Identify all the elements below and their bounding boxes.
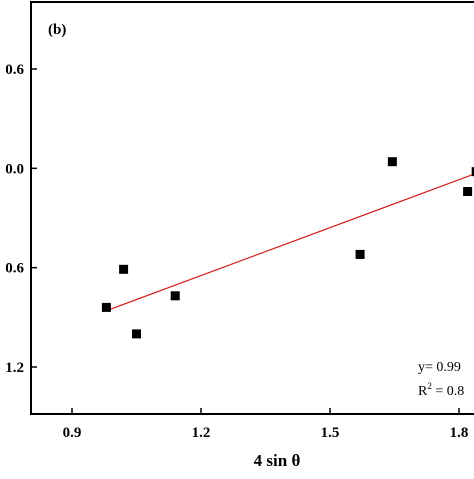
y-tick-label: 0.6 xyxy=(5,62,24,78)
data-point xyxy=(471,167,474,177)
y-tick-label: 0.6 xyxy=(5,261,24,277)
data-point xyxy=(132,329,141,339)
data-points xyxy=(101,157,474,339)
x-axis-title: 4 sin θ xyxy=(254,451,301,470)
data-point xyxy=(170,291,180,301)
data-point xyxy=(387,157,397,167)
x-tick-label: 1.5 xyxy=(321,425,340,441)
r-squared: R2 = 0.8 xyxy=(418,381,464,399)
r-squared-value: = 0.8 xyxy=(432,384,464,399)
fit-equation: y= 0.99 xyxy=(418,360,461,375)
data-point xyxy=(355,249,365,259)
regression-line xyxy=(106,173,474,312)
x-tick-label: 0.9 xyxy=(63,425,82,441)
y-tick-label: 1.2 xyxy=(5,360,24,376)
plot-frame xyxy=(30,1,474,415)
r-squared-superscript: 2 xyxy=(427,381,432,391)
r-squared-prefix: R xyxy=(418,384,428,399)
x-tick-label: 1.2 xyxy=(192,425,211,441)
x-tick-label: 1.8 xyxy=(450,425,469,441)
x-axis-ticks: 0.9 1.2 1.5 1.8 xyxy=(63,408,469,441)
data-point xyxy=(101,302,111,312)
panel-label: (b) xyxy=(48,22,66,38)
data-point xyxy=(463,187,473,197)
y-tick-label: 0.0 xyxy=(5,161,24,177)
data-point xyxy=(119,264,129,274)
y-axis-ticks: 0.6 0.0 0.6 1.2 xyxy=(5,62,37,376)
